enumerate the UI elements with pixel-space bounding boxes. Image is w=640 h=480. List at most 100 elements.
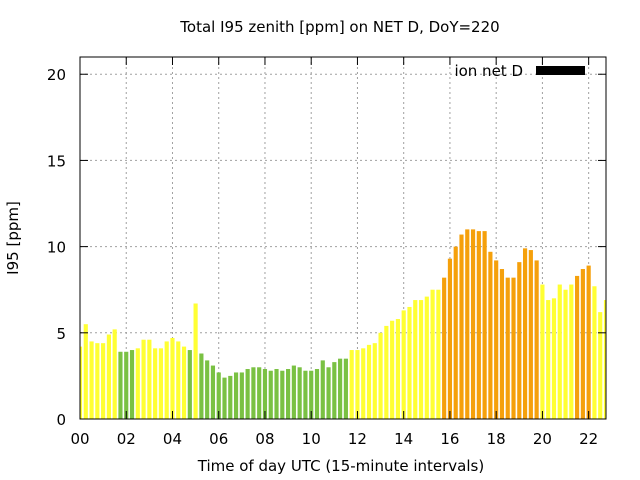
- bar: [499, 269, 505, 419]
- bar: [401, 310, 406, 419]
- bar: [546, 300, 551, 419]
- bar: [216, 372, 221, 419]
- bar: [563, 289, 568, 419]
- bar: [575, 275, 580, 419]
- bar: [199, 353, 204, 419]
- bar: [522, 248, 528, 419]
- x-tick-label: 08: [255, 430, 274, 448]
- bar: [592, 286, 597, 419]
- bar: [453, 246, 458, 419]
- bar: [580, 269, 585, 419]
- x-tick-label: 20: [533, 430, 552, 448]
- bar: [343, 358, 348, 419]
- bar: [534, 260, 539, 419]
- bar: [320, 360, 325, 419]
- bar: [141, 339, 146, 419]
- bar: [586, 265, 591, 419]
- bar: [603, 300, 606, 419]
- bar: [540, 284, 545, 419]
- bar: [361, 348, 366, 419]
- x-tick-label: 00: [70, 430, 89, 448]
- bar: [355, 350, 360, 419]
- bar: [164, 341, 169, 419]
- bar: [476, 231, 481, 419]
- y-tick-label: 0: [56, 411, 66, 429]
- bar: [384, 325, 389, 419]
- x-axis-label: Time of day UTC (15-minute intervals): [197, 457, 484, 475]
- bar: [187, 350, 192, 419]
- x-tick-label: 18: [487, 430, 506, 448]
- bar: [80, 346, 83, 419]
- bar: [569, 284, 574, 419]
- bar: [222, 377, 227, 419]
- x-tick-label: 12: [348, 430, 367, 448]
- bar: [338, 358, 343, 419]
- bar: [488, 251, 493, 419]
- bar: [106, 334, 111, 419]
- bar: [112, 329, 117, 419]
- bar: [436, 289, 441, 419]
- bar: [309, 370, 314, 419]
- bar: [511, 277, 516, 419]
- legend-label: ion net D: [454, 62, 523, 80]
- bar: [124, 351, 129, 419]
- y-tick-label: 5: [56, 325, 66, 343]
- bar: [170, 337, 175, 419]
- bar: [598, 312, 603, 419]
- axis-ticks: 0 5 10 15 20 00 02 04 06 08 10 12 14 16 18 20 22: [47, 57, 606, 448]
- bar: [424, 296, 429, 419]
- bar: [101, 343, 106, 419]
- bar: [118, 351, 123, 419]
- bar: [505, 277, 510, 419]
- bar: [83, 324, 88, 419]
- bar: [286, 369, 291, 419]
- x-tick-label: 22: [579, 430, 598, 448]
- bar: [442, 277, 447, 419]
- bar: [378, 332, 383, 419]
- bars: [80, 229, 606, 419]
- bar: [251, 367, 256, 419]
- y-tick-label: 20: [47, 66, 66, 84]
- x-tick-label: 14: [394, 430, 413, 448]
- x-tick-label: 02: [117, 430, 136, 448]
- bar: [332, 362, 337, 419]
- bar: [89, 341, 94, 419]
- x-tick-label: 04: [163, 430, 182, 448]
- bar: [470, 229, 476, 419]
- bar: [147, 339, 152, 419]
- bar: [228, 375, 233, 419]
- bar: [366, 344, 372, 419]
- bar: [262, 369, 268, 419]
- bar: [205, 360, 210, 419]
- bar: [291, 365, 296, 419]
- bar: [517, 262, 522, 419]
- y-axis-label: I95 [ppm]: [4, 201, 22, 275]
- bar: [193, 303, 198, 419]
- bar: [372, 343, 377, 419]
- legend-swatch: [536, 66, 585, 75]
- bar: [153, 348, 158, 419]
- bar: [557, 284, 562, 419]
- bar: [447, 258, 453, 419]
- x-tick-label: 10: [302, 430, 321, 448]
- bar: [303, 370, 308, 419]
- bar: [257, 367, 262, 419]
- bar: [268, 370, 273, 419]
- plot-frame: [79, 56, 607, 420]
- bar: [176, 341, 181, 419]
- bar: [418, 300, 424, 419]
- bar: [314, 369, 320, 419]
- bar: [482, 231, 487, 419]
- bar: [459, 234, 464, 419]
- bar: [274, 369, 279, 419]
- y-tick-label: 15: [47, 152, 66, 170]
- bar: [181, 346, 187, 419]
- bar: [297, 367, 302, 419]
- x-tick-label: 06: [209, 430, 228, 448]
- bar: [407, 306, 412, 419]
- bar: [210, 365, 216, 419]
- bar: [494, 260, 499, 419]
- x-tick-label: 16: [440, 430, 459, 448]
